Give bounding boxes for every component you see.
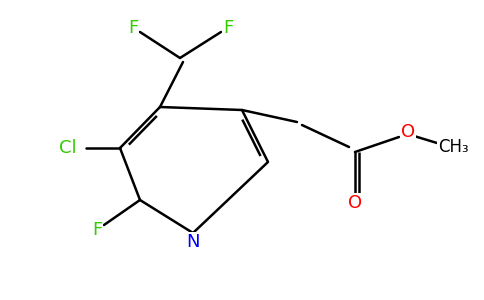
Text: CH₃: CH₃ xyxy=(438,138,469,156)
Text: N: N xyxy=(186,233,200,251)
Text: F: F xyxy=(92,221,102,239)
Text: F: F xyxy=(128,19,138,37)
Text: O: O xyxy=(348,194,362,212)
Text: F: F xyxy=(223,19,233,37)
Text: O: O xyxy=(401,123,415,141)
Text: Cl: Cl xyxy=(59,139,77,157)
